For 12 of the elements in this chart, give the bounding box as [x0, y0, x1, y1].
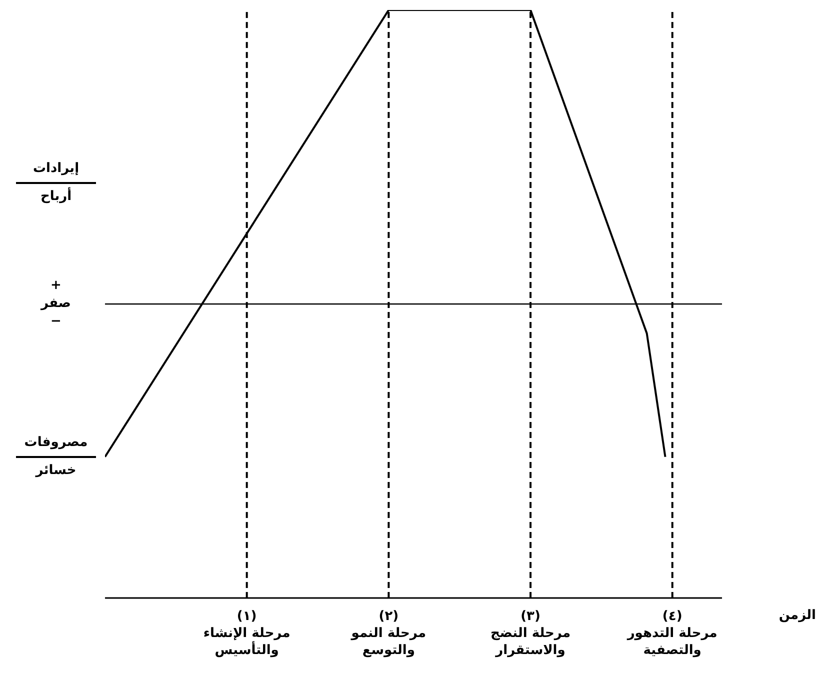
x-tick-label: (٢) مرحلة النمو والتوسع [350, 609, 426, 658]
text: − [50, 313, 62, 331]
text: صفر [40, 295, 72, 313]
x-axis-title: الزمن [778, 608, 816, 623]
x-tick-label: (٤) مرحلة التدهور والتصفية [626, 609, 718, 658]
text: خسائر [34, 462, 78, 480]
text: إيرادات [16, 160, 96, 184]
text: + [50, 277, 62, 295]
text: مصروفات [16, 434, 96, 458]
text: أرباح [39, 188, 73, 206]
x-tick-label: (٣) مرحلة النضج والاستقرار [490, 609, 571, 658]
x-tick-label: (١) مرحلة الإنشاء والتأسيس [203, 609, 290, 658]
